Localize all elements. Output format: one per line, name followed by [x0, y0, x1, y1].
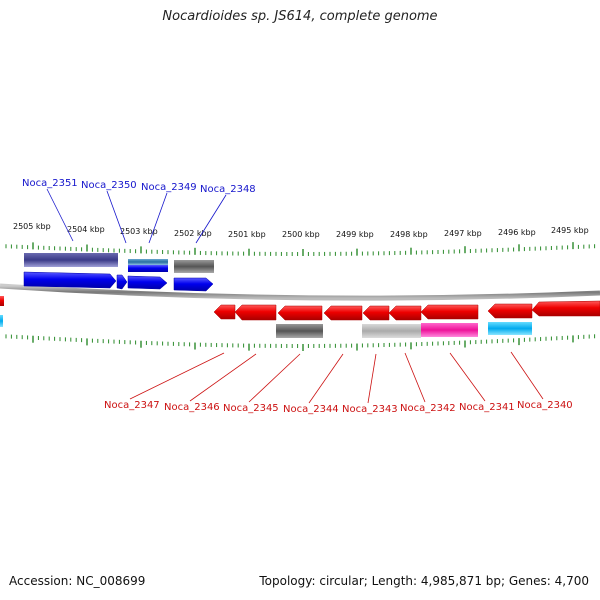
gene-arrow[interactable] [116, 274, 128, 290]
leader-line [308, 353, 344, 404]
ruler-label-2500: 2500 kbp [282, 230, 320, 239]
leader-line [106, 190, 127, 244]
gene-arrow[interactable] [127, 275, 168, 290]
gene-arrow[interactable] [23, 271, 117, 289]
gene-label-noca-2351[interactable]: Noca_2351 [22, 178, 78, 189]
gene-label-noca-2350[interactable]: Noca_2350 [81, 180, 137, 191]
gene-arrow[interactable] [487, 303, 533, 319]
leader-line [248, 353, 301, 403]
gene-feature-bar[interactable] [128, 265, 168, 272]
gene-arrow[interactable] [531, 300, 600, 317]
genome-summary-text: Topology: circular; Length: 4,985,871 bp… [259, 574, 589, 588]
leader-line [510, 351, 544, 400]
gene-arrow[interactable] [213, 304, 236, 320]
gene-feature-bar[interactable] [276, 324, 323, 338]
gene-feature-bar[interactable] [488, 322, 532, 335]
gene-arrow[interactable] [277, 305, 323, 321]
ruler-label-2499: 2499 kbp [336, 230, 374, 239]
gene-arrow[interactable] [362, 305, 390, 321]
genome-backbone [0, 283, 600, 301]
ruler-label-2504: 2504 kbp [67, 225, 105, 234]
gene-label-noca-2341[interactable]: Noca_2341 [459, 402, 515, 413]
leader-line [195, 194, 227, 244]
ruler-label-2502: 2502 kbp [174, 229, 212, 238]
gene-feature-bar[interactable] [128, 259, 168, 265]
leader-line [404, 352, 426, 403]
gene-label-noca-2342[interactable]: Noca_2342 [400, 403, 456, 414]
ruler-label-2498: 2498 kbp [390, 230, 428, 239]
leader-line [449, 352, 486, 402]
gene-arrow[interactable] [234, 304, 277, 321]
gene-feature-bar[interactable] [362, 324, 421, 338]
gene-label-noca-2343[interactable]: Noca_2343 [342, 404, 398, 415]
leader-line [129, 352, 225, 400]
gene-label-noca-2345[interactable]: Noca_2345 [223, 403, 279, 414]
ruler-ticks-bottom [5, 334, 596, 351]
gene-label-noca-2346[interactable]: Noca_2346 [164, 402, 220, 413]
ruler-ticks-top [5, 242, 596, 256]
ruler-label-2495: 2495 kbp [551, 226, 589, 235]
leader-line [189, 353, 257, 402]
ruler-label-2501: 2501 kbp [228, 230, 266, 239]
leader-line [148, 192, 168, 244]
gene-label-noca-2349[interactable]: Noca_2349 [141, 182, 197, 193]
gene-feature-bar[interactable] [174, 260, 214, 273]
ruler-label-2497: 2497 kbp [444, 229, 482, 238]
map-title: Nocardioides sp. JS614, complete genome [162, 9, 438, 24]
gene-arrow[interactable] [420, 304, 479, 320]
gene-arrow[interactable] [388, 305, 422, 321]
ruler-labels: 2505 kbp 2504 kbp 2503 kbp 2502 kbp 2501… [13, 222, 589, 239]
ruler-label-2496: 2496 kbp [498, 228, 536, 237]
gene-label-noca-2348[interactable]: Noca_2348 [200, 184, 256, 195]
gene-label-noca-2340[interactable]: Noca_2340 [517, 400, 573, 411]
forward-strand-genes [0, 253, 214, 327]
gene-feature-bar[interactable] [24, 253, 118, 267]
reverse-strand-genes [213, 300, 600, 338]
gene-arrow[interactable] [323, 305, 363, 321]
gene-fragment[interactable] [0, 315, 3, 327]
bottom-gene-labels: Noca_2347 Noca_2346 Noca_2345 Noca_2344 … [104, 351, 573, 415]
gene-arrow[interactable] [173, 277, 214, 292]
ruler-label-2505: 2505 kbp [13, 222, 51, 231]
ruler-label-2503: 2503 kbp [120, 227, 158, 236]
top-gene-labels: Noca_2351 Noca_2350 Noca_2349 Noca_2348 [22, 178, 256, 244]
gene-feature-bar[interactable] [421, 323, 478, 337]
gene-label-noca-2347[interactable]: Noca_2347 [104, 400, 160, 411]
accession-text: Accession: NC_008699 [9, 574, 146, 588]
gene-label-noca-2344[interactable]: Noca_2344 [283, 404, 339, 415]
leader-line [46, 188, 74, 242]
gene-fragment[interactable] [0, 296, 4, 306]
leader-line [367, 353, 377, 404]
